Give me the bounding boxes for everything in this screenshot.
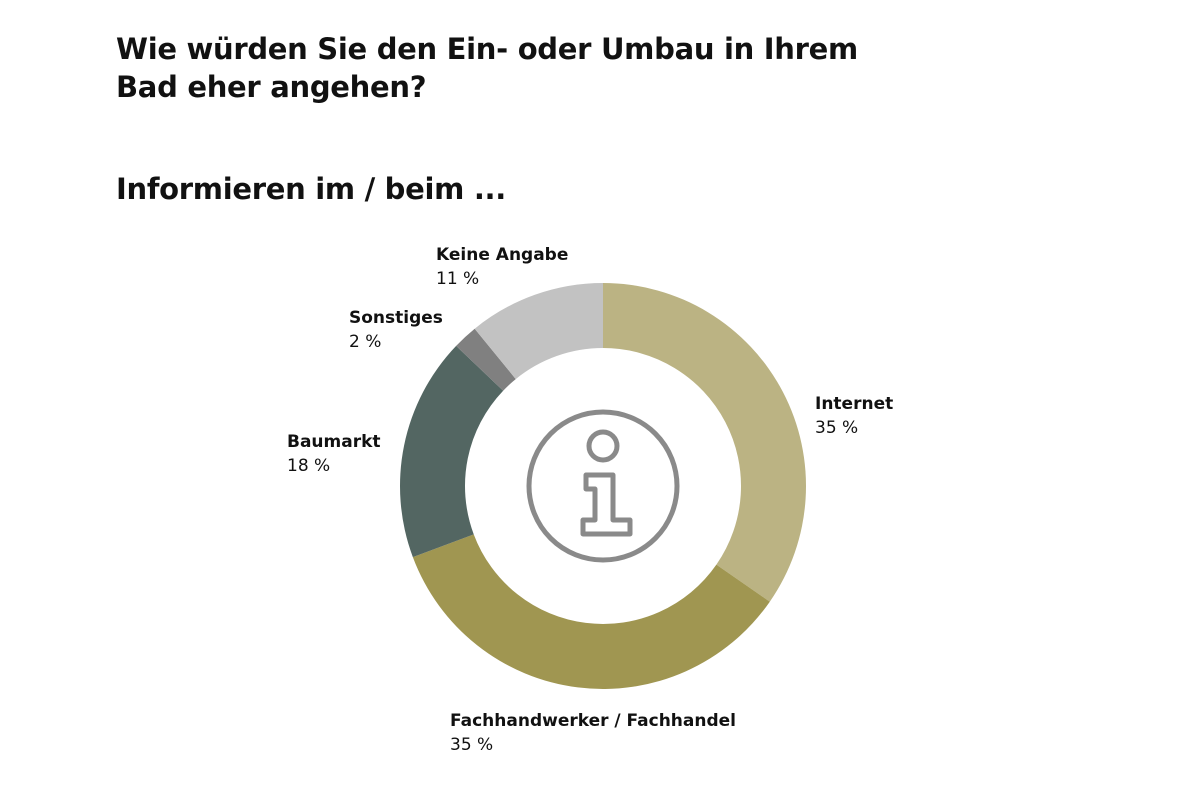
chart-subtitle: Informieren im / beim ...	[116, 172, 506, 206]
slice-label: Fachhandwerker / Fachhandel	[450, 711, 736, 731]
donut-slice-internet	[603, 283, 806, 602]
donut-slice-sonstiges	[456, 328, 516, 391]
slice-label: Keine Angabe	[436, 245, 568, 265]
slice-value-label: 35 %	[815, 418, 858, 438]
slice-value-label: 2 %	[349, 332, 381, 352]
chart-title: Wie würden Sie den Ein- oder Umbau in Ih…	[116, 32, 858, 104]
donut-slices	[399, 283, 806, 689]
slice-value-label: 11 %	[436, 269, 479, 289]
donut-slice-fachhandwerker-fachhandel	[412, 534, 770, 689]
slice-labels: Internet 35 % Fachhandwerker / Fachhandel 3…	[287, 245, 893, 755]
donut-slice-baumarkt	[399, 345, 504, 558]
slice-label: Sonstiges	[349, 308, 443, 328]
donut-slice-keine-angabe	[474, 283, 603, 380]
slice-label: Internet	[815, 394, 893, 414]
slice-value-label: 18 %	[287, 456, 330, 476]
slice-label: Baumarkt	[287, 432, 381, 452]
info-icon	[526, 409, 680, 563]
slice-value-label: 35 %	[450, 735, 493, 755]
